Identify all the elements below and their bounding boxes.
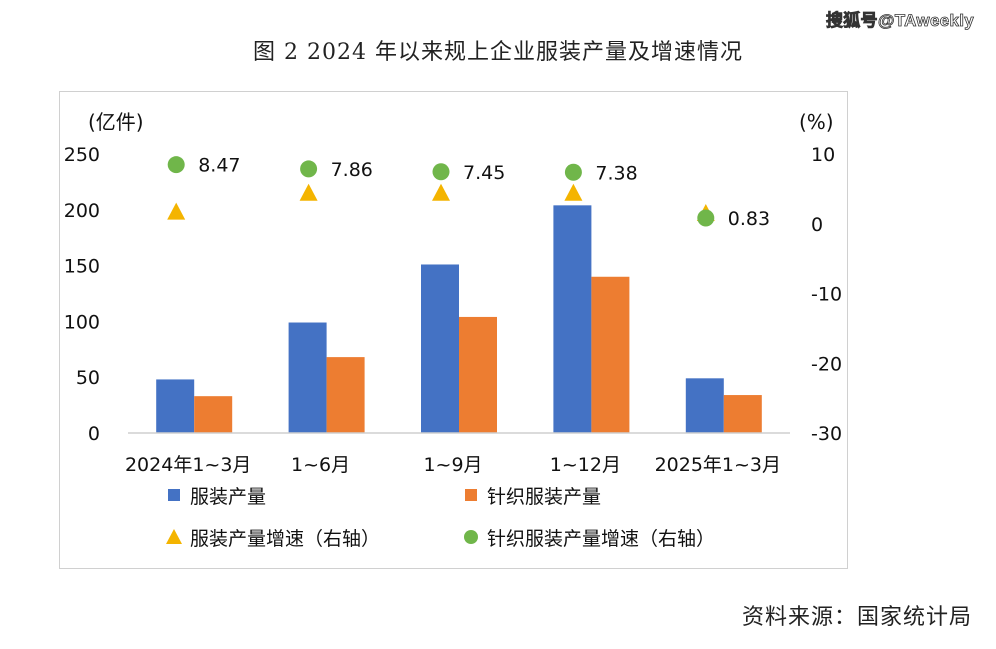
right-tick-label: -30 — [811, 423, 842, 445]
source-note: 资料来源：国家统计局 — [741, 605, 972, 630]
bar — [194, 396, 233, 433]
triangle-marker — [564, 183, 583, 201]
legend-label: 服装产量增速（右轴） — [190, 528, 380, 550]
bar — [326, 357, 365, 433]
left-tick-label: 0 — [88, 423, 100, 445]
triangle-marker — [432, 183, 450, 201]
legend-label: 针织服装产量 — [487, 486, 601, 508]
right-axis-ticks: 10 0 -10 -20 -30 — [811, 144, 842, 445]
left-axis-ticks: 0 50 100 150 200 250 — [64, 144, 100, 445]
legend-circle-marker — [464, 530, 478, 544]
bar — [723, 395, 762, 433]
left-tick-label: 100 — [64, 311, 100, 333]
right-tick-label: 10 — [811, 144, 835, 166]
left-tick-label: 200 — [64, 200, 100, 222]
category-label: 1~12月 — [550, 454, 621, 476]
right-tick-label: -10 — [811, 284, 842, 306]
circle-marker — [300, 160, 318, 178]
watermark: 搜狐号@TAweekly — [825, 11, 975, 31]
left-axis-unit: (亿件) — [88, 110, 144, 134]
legend-label: 服装产量 — [190, 486, 266, 508]
category-label: 1~6月 — [291, 454, 350, 476]
bar — [288, 322, 327, 433]
data-label: 7.45 — [463, 162, 505, 184]
bar — [459, 316, 497, 433]
bar — [591, 276, 630, 433]
data-label: 7.38 — [595, 162, 637, 184]
left-tick-label: 150 — [64, 256, 100, 278]
circle-marker — [167, 156, 185, 174]
right-tick-label: 0 — [811, 214, 823, 236]
legend-triangle-marker — [166, 529, 182, 544]
bar — [156, 379, 195, 433]
bar — [421, 264, 459, 433]
left-tick-label: 250 — [64, 144, 100, 166]
circle-marker — [432, 163, 450, 181]
bar — [553, 205, 592, 433]
category-labels: 2024年1~3月 1~6月 1~9月 1~12月 2025年1~3月 — [125, 454, 781, 476]
right-axis-unit: (%) — [799, 110, 834, 134]
circle-marker — [564, 163, 582, 181]
category-label: 1~9月 — [423, 454, 482, 476]
data-label: 7.86 — [331, 159, 373, 181]
triangle-marker — [167, 202, 186, 220]
triangle-marker — [299, 183, 318, 201]
bars — [156, 205, 762, 433]
figure-title: 图 2 2024 年以来规上企业服装产量及增速情况 — [253, 40, 743, 65]
category-label: 2024年1~3月 — [125, 454, 251, 476]
right-tick-label: -20 — [811, 353, 842, 375]
category-label: 2025年1~3月 — [655, 454, 781, 476]
legend-swatch — [168, 489, 180, 501]
chart-frame: (亿件) (%) 0 50 100 150 200 250 10 0 -10 -20 -30 8.… — [59, 91, 848, 569]
circle-marker — [697, 209, 715, 227]
scatter-points: 8.47 7.86 7.45 7.38 0.83 — [167, 155, 770, 230]
left-tick-label: 50 — [76, 367, 100, 389]
data-label: 8.47 — [198, 155, 240, 177]
legend-label: 针织服装产量增速（右轴） — [487, 528, 715, 550]
data-label: 0.83 — [728, 208, 770, 230]
legend-swatch — [465, 489, 477, 501]
bar — [685, 378, 724, 433]
